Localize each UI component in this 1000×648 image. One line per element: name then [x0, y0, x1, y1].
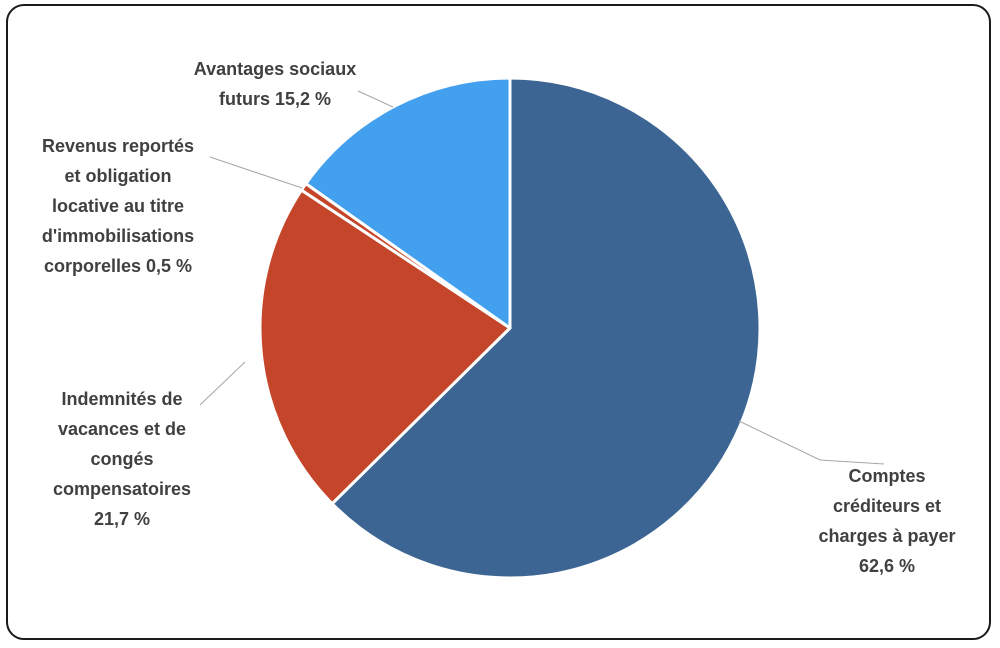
data-label-line: corporelles 0,5 % [44, 256, 192, 276]
pie-slice-4 [304, 76, 512, 330]
data-label-line: locative au titre [52, 196, 184, 216]
leader-line-3 [209, 156, 303, 189]
data-label-line: Comptes [848, 466, 925, 486]
data-label-line: Indemnités de [61, 389, 182, 409]
data-label-line: congés [90, 449, 153, 469]
data-label-line: futurs 15,2 % [219, 89, 331, 109]
data-label-line: 21,7 % [94, 509, 150, 529]
leader-line-2 [199, 361, 246, 406]
data-label-line: d'immobilisations [42, 226, 194, 246]
data-label-line: Revenus reportés [42, 136, 194, 156]
leader-line-4 [357, 90, 394, 108]
data-label-line: compensatoires [53, 479, 191, 499]
data-label-2: Indemnités de vacances et de congés compens… [53, 389, 191, 529]
data-label-line: vacances et de [58, 419, 186, 439]
leader-line-1 [738, 420, 885, 465]
data-label-1: Comptes créditeurs et charges à payer 62,6 … [818, 466, 955, 576]
data-label-line: charges à payer [818, 526, 955, 546]
data-label-line: Avantages sociaux [194, 59, 356, 79]
pie-slice-2 [258, 188, 512, 506]
data-label-3: Revenus reportés et obligation locative au… [42, 136, 194, 276]
data-label-line: et obligation [65, 166, 172, 186]
data-label-line: 62,6 % [859, 556, 915, 576]
data-label-4: Avantages sociaux futurs 15,2 % [194, 59, 356, 109]
data-label-line: créditeurs et [833, 496, 941, 516]
pie-slice-1 [330, 76, 762, 580]
